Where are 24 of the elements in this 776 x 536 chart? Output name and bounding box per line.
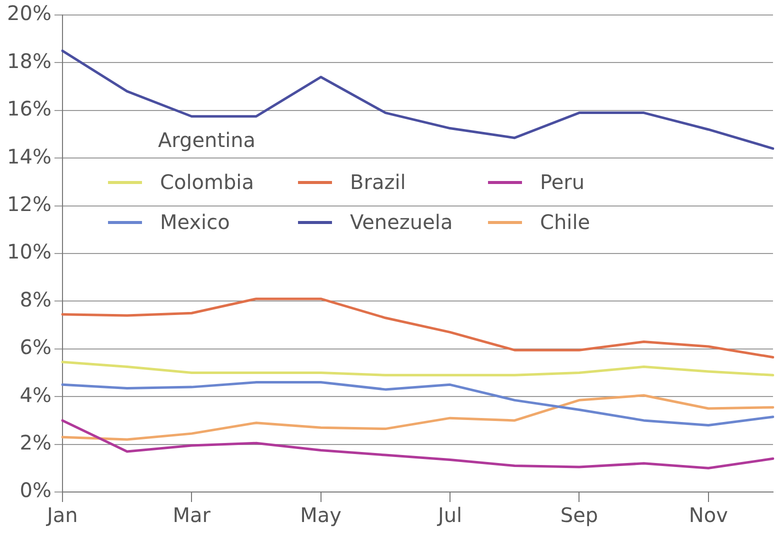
y-tick-label: 2%	[20, 430, 52, 455]
y-tick-label: 10%	[7, 240, 52, 264]
annotation: Argentina	[157, 128, 257, 152]
y-tick-label: 20%	[7, 1, 52, 26]
legend-label: Brazil	[350, 170, 406, 194]
legend-label: Chile	[540, 210, 590, 234]
x-tick-label: Jan	[45, 503, 78, 528]
legend-label: Mexico	[160, 210, 230, 234]
y-tick-label: 8%	[20, 287, 52, 312]
legend-label: Venezuela	[350, 210, 453, 234]
x-tick-label: Mar	[172, 503, 212, 528]
y-tick-label: 12%	[7, 192, 52, 216]
y-tick-label: 14%	[7, 144, 52, 168]
y-tick-label: 18%	[7, 48, 52, 73]
legend-label: Peru	[540, 170, 585, 194]
y-tick-label: 16%	[7, 96, 52, 121]
legend-label: Colombia	[160, 170, 254, 194]
y-tick-label: 0%	[20, 478, 52, 502]
x-tick-label: Jul	[436, 503, 462, 528]
y-tick-label: 4%	[20, 382, 52, 407]
y-tick-label: 6%	[20, 335, 52, 360]
x-tick-label: May	[300, 503, 342, 528]
x-tick-label: Nov	[688, 503, 728, 528]
x-tick-label: Sep	[560, 503, 598, 528]
